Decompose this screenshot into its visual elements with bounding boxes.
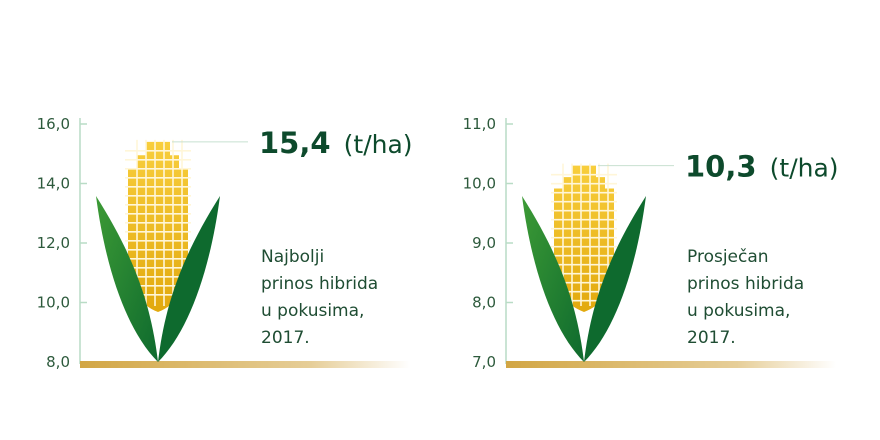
y-tick-label: 16,0 (37, 115, 70, 133)
y-tick-label: 12,0 (37, 234, 70, 252)
y-tick-label: 7,0 (472, 353, 496, 371)
caption-line: prinos hibrida (261, 274, 378, 294)
value-number: 10,3 (685, 150, 757, 184)
value-number: 15,4 (259, 126, 331, 160)
y-tick-label: 10,0 (463, 175, 496, 193)
corn-cob-bar (96, 139, 220, 362)
value-label: 10,3 (t/ha) (685, 150, 839, 184)
corn-leaf-right (158, 196, 220, 362)
caption-line: 2017. (687, 328, 736, 348)
y-tick-label: 8,0 (472, 294, 496, 312)
caption-line: Prosječan (687, 247, 769, 267)
corn-leaf-left (522, 196, 584, 362)
y-tick-label: 11,0 (463, 115, 496, 133)
corn-cob-bar (522, 163, 646, 362)
caption-line: u pokusima, (261, 301, 364, 321)
ground-strip (80, 361, 410, 368)
y-axis: 16,0 14,0 12,0 10,0 8,0 (37, 115, 87, 371)
corn-leaf-right (584, 196, 646, 362)
caption-line: 2017. (261, 328, 310, 348)
y-tick-label: 9,0 (472, 234, 496, 252)
y-axis: 11,0 10,0 9,0 8,0 7,0 (463, 115, 513, 371)
value-label: 15,4 (t/ha) (259, 126, 413, 160)
caption-line: u pokusima, (687, 301, 790, 321)
value-unit: (t/ha) (344, 130, 413, 159)
caption-line: prinos hibrida (687, 274, 804, 294)
y-tick-label: 14,0 (37, 175, 70, 193)
chart-average-yield: 11,0 10,0 9,0 8,0 7,0 10,3 (t/ha) Prosje… (463, 115, 839, 371)
y-tick-label: 10,0 (37, 294, 70, 312)
y-tick-label: 8,0 (46, 353, 70, 371)
caption-line: Najbolji (261, 247, 324, 267)
value-unit: (t/ha) (770, 154, 839, 183)
chart-best-yield: 16,0 14,0 12,0 10,0 8,0 15,4 (t/ha) Najb… (37, 115, 413, 371)
corn-leaf-left (96, 196, 158, 362)
ground-strip (506, 361, 836, 368)
